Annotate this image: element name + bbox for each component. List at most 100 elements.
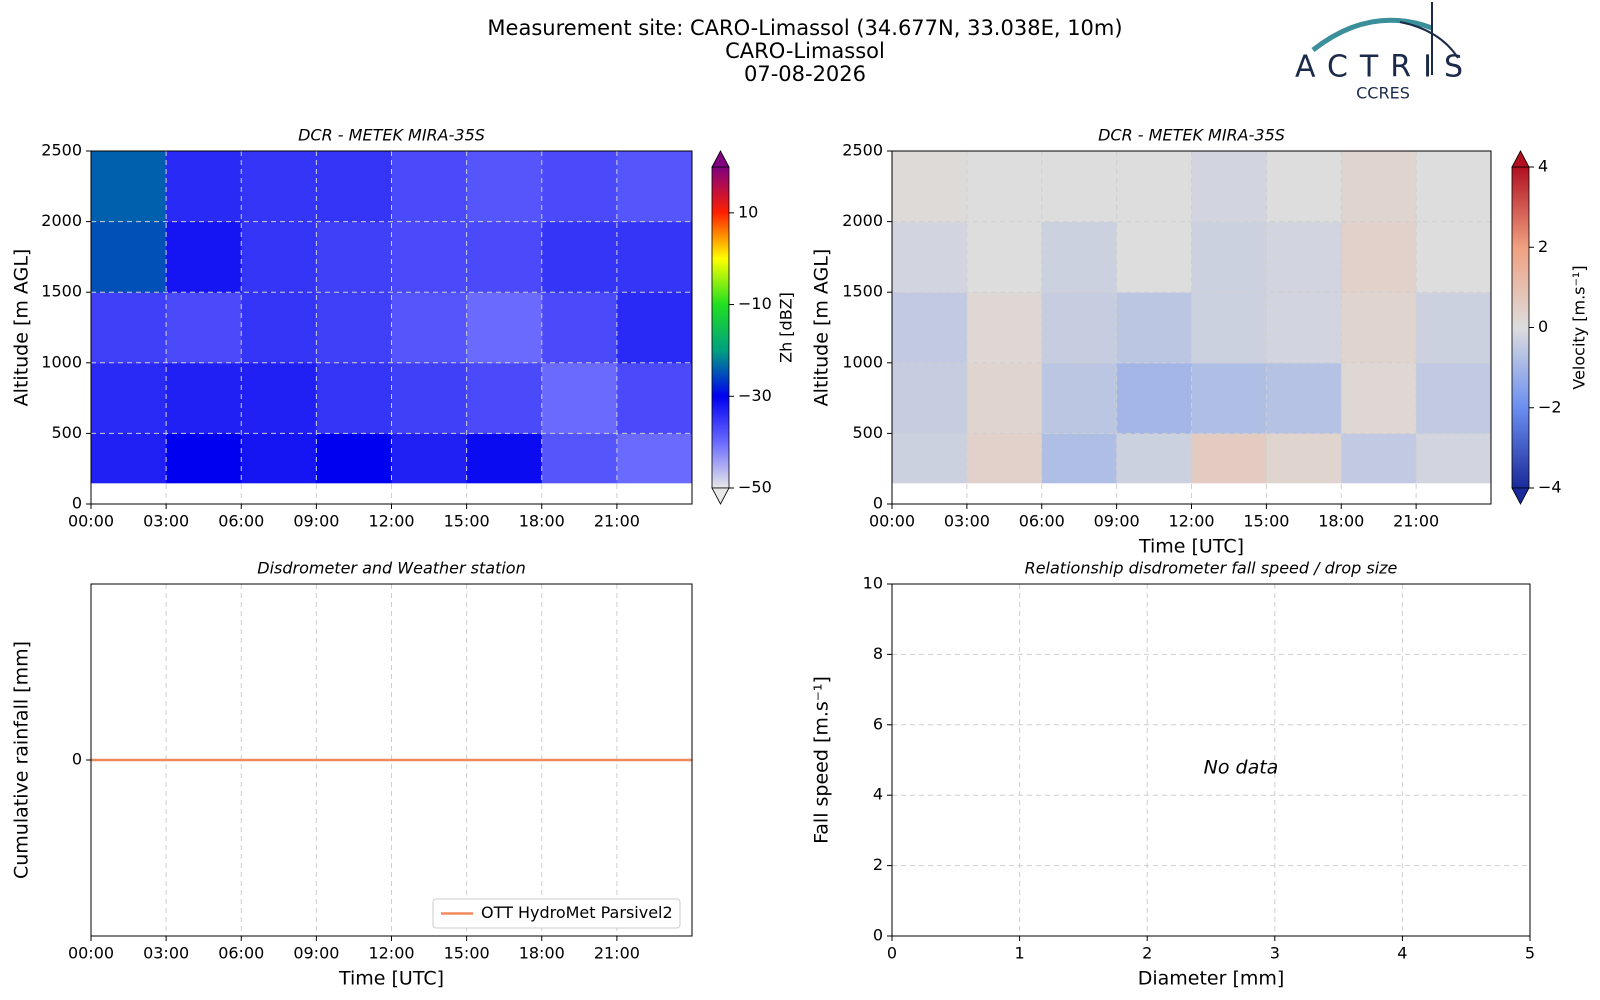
colorbar-tick-label: −50 (738, 478, 772, 497)
heatmap-cell (1416, 221, 1492, 293)
y-tick-label: 0 (72, 750, 82, 769)
heatmap-cell (966, 221, 1043, 293)
colorbar-extend-min (711, 487, 730, 505)
x-tick-label: 00:00 (68, 512, 114, 531)
heatmap-cell (1191, 433, 1267, 484)
heatmap-cell (241, 221, 317, 293)
heatmap-cell (241, 362, 317, 434)
heatmap-cell (241, 151, 317, 223)
x-tick-label: 03:00 (143, 944, 189, 963)
heatmap-cell (1341, 433, 1417, 484)
heatmap-cell (1191, 292, 1267, 364)
axes-frame (891, 583, 1531, 937)
x-tick-label: 0 (887, 944, 897, 963)
y-tick-label: 8 (873, 644, 883, 663)
legend-box (432, 898, 681, 929)
heatmap-cell (241, 433, 317, 484)
x-tick-label: 15:00 (1243, 512, 1289, 531)
y-tick-label: 0 (72, 494, 82, 513)
legend: OTT HydroMet Parsivel2 (432, 898, 681, 929)
y-axis-label: Cumulative rainfall [mm] (11, 641, 33, 879)
x-tick-label: 15:00 (444, 512, 490, 531)
y-tick-label: 1000 (842, 352, 883, 371)
heatmap-cell (541, 433, 618, 484)
heatmap-cell (1116, 292, 1192, 364)
axes-frame (90, 150, 693, 505)
y-tick-label: 4 (873, 785, 883, 804)
heatmap-cell (1041, 362, 1118, 434)
legend-label: OTT HydroMet Parsivel2 (481, 903, 673, 922)
y-tick-label: 2500 (842, 141, 883, 160)
colorbar (1511, 166, 1530, 489)
colorbar-tick-label: −2 (1538, 397, 1562, 416)
heatmap-cell (1116, 221, 1192, 293)
x-tick-label: 15:00 (444, 944, 490, 963)
x-tick-label: 12:00 (1168, 512, 1214, 531)
colorbar-label: Zh [dBZ] (777, 292, 796, 363)
x-tick-label: 3 (1270, 944, 1280, 963)
heatmap-cell (1191, 362, 1267, 434)
heatmap-cell (1041, 433, 1118, 484)
figure-date: 07-08-2026 (744, 62, 866, 86)
logo-arc (1399, 21, 1459, 59)
y-tick-label: 1000 (41, 352, 82, 371)
heatmap-cell (166, 362, 242, 434)
axes-frame (90, 583, 693, 937)
colorbar-label: Velocity [m.s⁻¹] (1570, 265, 1589, 389)
y-tick-label: 10 (863, 574, 883, 593)
heatmap-cell (966, 362, 1043, 434)
x-tick-label: 18:00 (519, 944, 565, 963)
heatmap-cell (1341, 221, 1417, 293)
x-axis-label: Time [UTC] (1138, 536, 1244, 558)
y-tick-label: 6 (873, 714, 883, 733)
heatmap-cell (166, 221, 242, 293)
heatmap-cell (316, 433, 392, 484)
annotation: No data (1204, 757, 1279, 779)
x-tick-label: 00:00 (869, 512, 915, 531)
heatmap-cell (91, 362, 167, 434)
x-tick-label: 06:00 (218, 512, 264, 531)
panel-title: DCR - METEK MIRA-35S (298, 126, 485, 145)
logo-name: ACTRIS (1295, 50, 1475, 85)
axes-frame (891, 150, 1492, 505)
y-tick-label: 1500 (41, 282, 82, 301)
colorbar-tick-label: −30 (738, 386, 772, 405)
y-tick-label: 2000 (842, 211, 883, 230)
heatmap-cell (1116, 362, 1192, 434)
heatmap-cell (1041, 221, 1118, 293)
heatmap-cell (1416, 292, 1492, 364)
heatmap-cell (1191, 151, 1267, 223)
heatmap-cell (241, 292, 317, 364)
x-tick-label: 21:00 (594, 512, 640, 531)
heatmap-cell (391, 362, 468, 434)
y-axis-label: Altitude [m AGL] (11, 249, 33, 407)
logo: ACTRIS CCRES (1295, 2, 1475, 103)
figure-subtitle: CARO-Limassol (725, 39, 885, 63)
heatmap-cell (616, 292, 693, 364)
panel-title: Relationship disdrometer fall speed / dr… (1025, 559, 1398, 578)
heatmap-cell (166, 151, 242, 223)
heatmap-cell (466, 292, 543, 364)
x-axis-label: Diameter [mm] (1138, 968, 1285, 990)
x-tick-label: 03:00 (944, 512, 990, 531)
heatmap-cell (1416, 433, 1492, 484)
heatmap-cell (892, 151, 968, 223)
panel: −50 −30 −10 10 Zh [dBZ] 00:00 03:00 06:00 09:00 1… (11, 126, 796, 531)
heatmap-cell (466, 151, 543, 223)
heatmap-cell (892, 433, 968, 484)
heatmap-cell (541, 221, 618, 293)
x-tick-label: 06:00 (1019, 512, 1065, 531)
colorbar-tick-label: 2 (1538, 237, 1548, 256)
heatmap-cell (966, 433, 1043, 484)
x-tick-label: 21:00 (594, 944, 640, 963)
heatmap-cell (1266, 221, 1342, 293)
y-tick-label: 2500 (41, 141, 82, 160)
heatmap-cell (1266, 433, 1342, 484)
heatmap-cell (316, 151, 392, 223)
plot-area (892, 584, 1530, 936)
heatmap-cell (1266, 292, 1342, 364)
heatmap-cell (1041, 151, 1118, 223)
x-axis-label: Time [UTC] (338, 968, 444, 990)
x-tick-label: 5 (1525, 944, 1535, 963)
